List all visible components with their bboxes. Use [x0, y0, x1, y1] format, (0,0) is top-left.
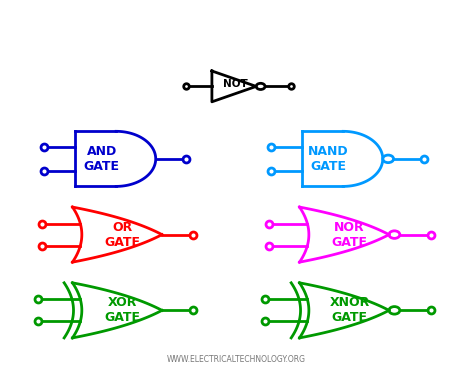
Text: WWW.ELECTRICALTECHNOLOGY.ORG: WWW.ELECTRICALTECHNOLOGY.ORG [167, 355, 306, 364]
Text: XOR
GATE: XOR GATE [105, 296, 140, 324]
Text: NAND
GATE: NAND GATE [308, 145, 349, 173]
Text: AND
GATE: AND GATE [84, 145, 120, 173]
Text: NOT: NOT [223, 79, 248, 89]
Text: XNOR
GATE: XNOR GATE [329, 296, 369, 324]
Text: NOR
GATE: NOR GATE [332, 220, 368, 249]
Text: Types of Basic Logic Gates: Types of Basic Logic Gates [81, 9, 392, 29]
Text: OR
GATE: OR GATE [105, 220, 140, 249]
